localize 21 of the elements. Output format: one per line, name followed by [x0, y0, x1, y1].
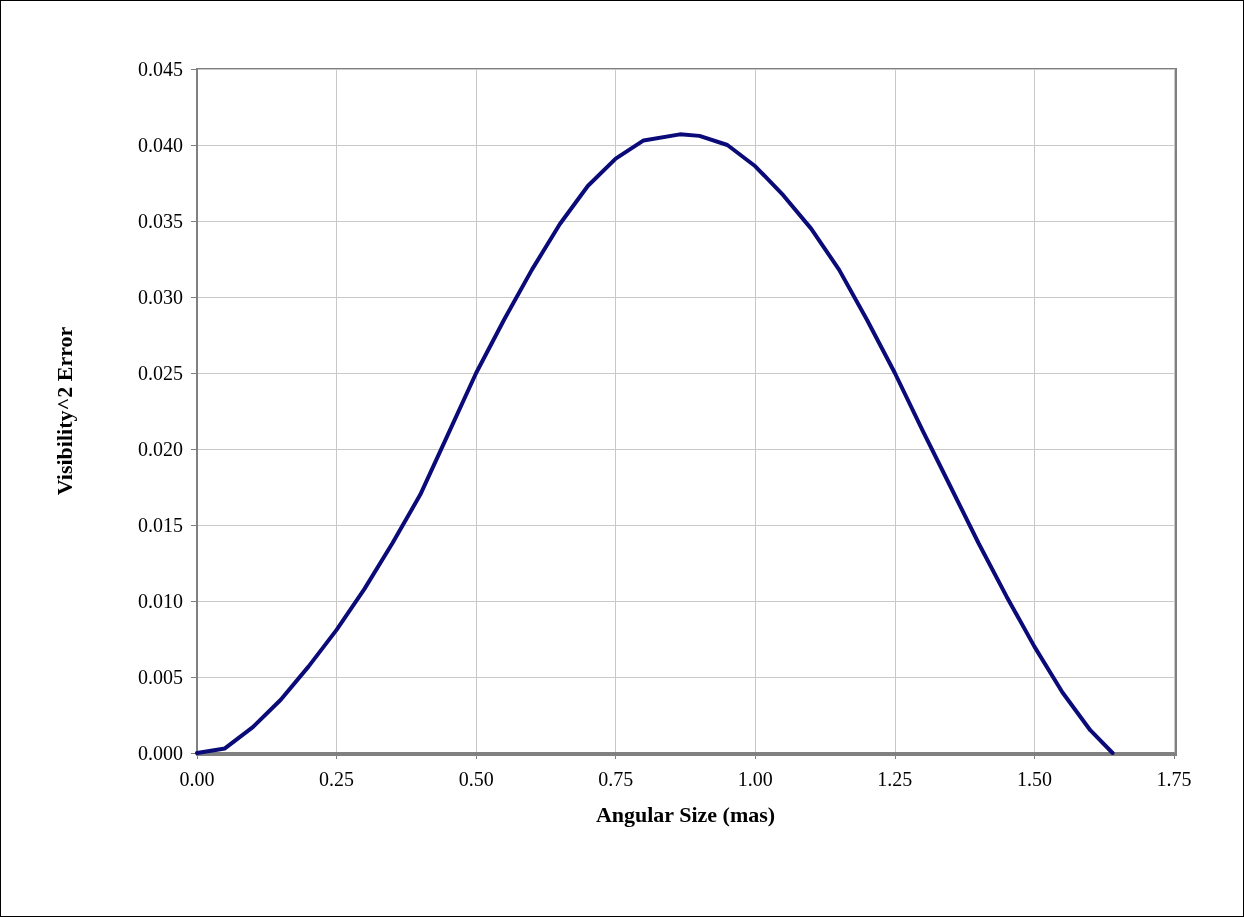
y-tick-label: 0.015 [138, 514, 183, 536]
y-tick-label: 0.045 [138, 58, 183, 80]
x-axis-title: Angular Size (mas) [595, 801, 776, 827]
y-tick-label: 0.000 [138, 742, 183, 764]
y-tick-label: 0.010 [138, 590, 183, 612]
line-series [195, 132, 1115, 755]
x-tick-label: 0.50 [458, 768, 494, 790]
y-axis-title: Visibility^2 Error [51, 326, 77, 496]
y-tick-label: 0.035 [138, 210, 183, 232]
x-tick-label: 0.25 [319, 768, 355, 790]
x-tick-label: 1.75 [1156, 768, 1192, 790]
x-tick-label: 0.75 [598, 768, 634, 790]
x-tick-label: 1.25 [877, 768, 913, 790]
x-tick-label: 1.00 [737, 768, 773, 790]
x-tick-label: 1.50 [1016, 768, 1052, 790]
y-tick-label: 0.005 [138, 666, 183, 688]
y-tick-label: 0.025 [138, 362, 183, 384]
x-tick-label: 0.00 [179, 768, 215, 790]
y-tick-label: 0.040 [138, 134, 183, 156]
y-tick-label: 0.020 [138, 438, 183, 460]
y-tick-label: 0.030 [138, 286, 183, 308]
